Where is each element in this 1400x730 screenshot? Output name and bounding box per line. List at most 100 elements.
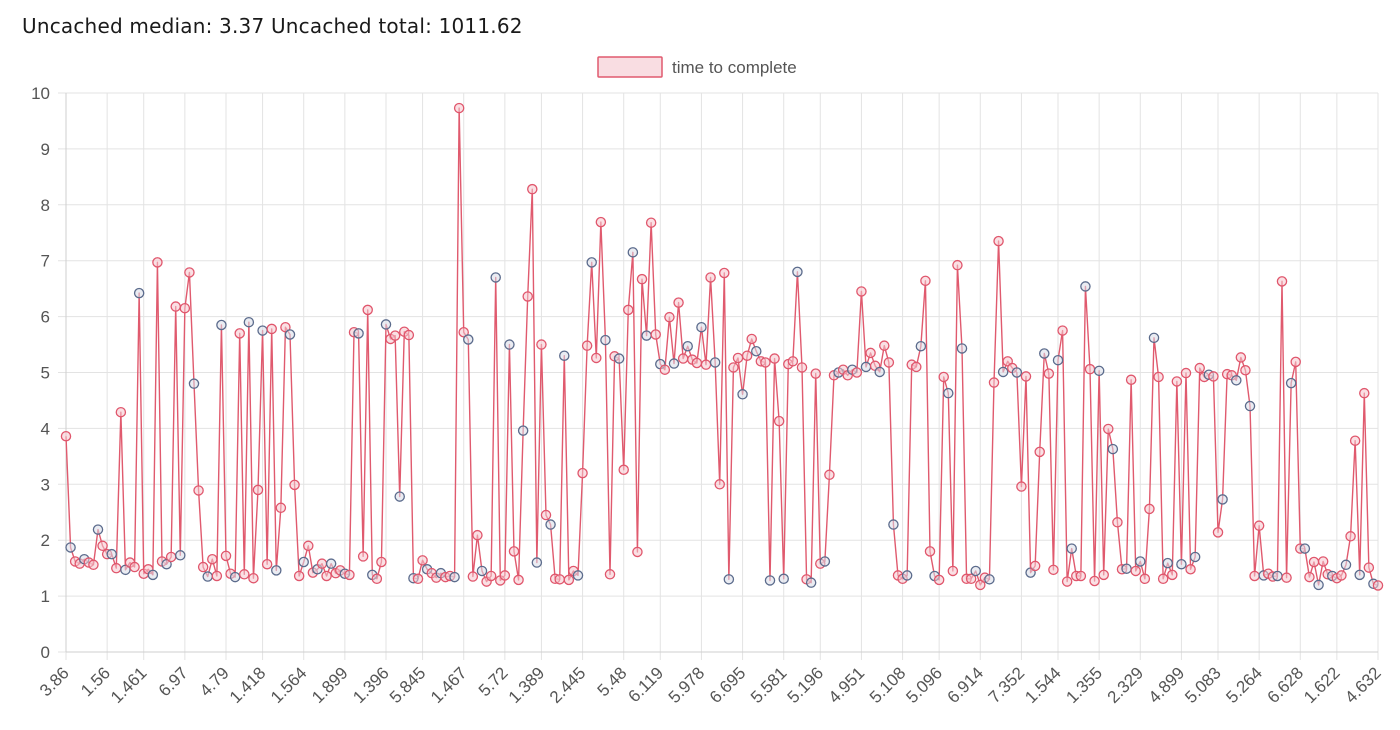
data-point[interactable] (1048, 564, 1059, 576)
data-point[interactable] (879, 340, 890, 351)
data-point[interactable] (988, 377, 1000, 388)
data-point[interactable] (865, 347, 876, 359)
data-point[interactable] (88, 559, 99, 571)
data-point[interactable] (824, 469, 835, 481)
data-point[interactable] (472, 529, 483, 541)
data-point[interactable] (545, 519, 556, 530)
data-point[interactable] (517, 425, 529, 436)
data-point[interactable] (1176, 558, 1187, 570)
data-point[interactable] (778, 573, 789, 585)
data-point[interactable] (1208, 371, 1219, 382)
data-point[interactable] (924, 546, 936, 557)
data-point[interactable] (220, 550, 232, 562)
data-point[interactable] (915, 340, 927, 352)
data-point[interactable] (970, 565, 981, 577)
data-point[interactable] (732, 352, 744, 364)
data-point[interactable] (115, 406, 127, 418)
data-point[interactable] (933, 574, 945, 586)
data-point[interactable] (133, 287, 145, 299)
data-point[interactable] (106, 548, 117, 560)
data-point[interactable] (650, 329, 661, 340)
data-point[interactable] (993, 235, 1004, 247)
data-point[interactable] (746, 333, 757, 345)
data-point[interactable] (417, 555, 428, 566)
data-point[interactable] (627, 247, 639, 258)
data-point[interactable] (1157, 573, 1169, 585)
data-point[interactable] (1089, 575, 1100, 587)
data-point[interactable] (1075, 570, 1087, 582)
data-point[interactable] (485, 570, 497, 582)
data-point[interactable] (920, 275, 931, 287)
data-point[interactable] (92, 524, 104, 535)
data-point[interactable] (1167, 569, 1178, 581)
data-point[interactable] (1244, 400, 1256, 412)
data-point[interactable] (289, 479, 300, 491)
data-point[interactable] (120, 564, 131, 576)
data-point[interactable] (527, 183, 538, 195)
data-point[interactable] (874, 366, 885, 378)
data-point[interactable] (1299, 543, 1311, 554)
data-point[interactable] (111, 562, 122, 574)
data-point[interactable] (202, 571, 213, 582)
data-point[interactable] (271, 565, 282, 576)
data-point[interactable] (280, 321, 291, 333)
data-point[interactable] (668, 358, 680, 369)
data-point[interactable] (636, 273, 648, 285)
data-point[interactable] (673, 297, 684, 308)
data-point[interactable] (1249, 570, 1260, 582)
data-point[interactable] (175, 550, 186, 561)
data-point[interactable] (1057, 325, 1068, 336)
data-point[interactable] (1139, 573, 1151, 585)
data-point[interactable] (458, 327, 469, 338)
data-point[interactable] (1144, 503, 1155, 515)
data-point[interactable] (1130, 565, 1141, 577)
data-point[interactable] (1217, 494, 1228, 505)
data-point[interactable] (65, 542, 76, 553)
data-point[interactable] (325, 558, 337, 569)
data-point[interactable] (508, 546, 520, 557)
legend-swatch[interactable] (597, 56, 663, 78)
data-point[interactable] (1039, 348, 1050, 359)
data-point[interactable] (197, 561, 209, 573)
data-point[interactable] (719, 267, 730, 279)
data-point[interactable] (805, 577, 817, 588)
data-point[interactable] (152, 257, 163, 268)
data-point[interactable] (344, 569, 355, 581)
data-point[interactable] (1016, 481, 1027, 492)
data-point[interactable] (357, 551, 369, 562)
data-point[interactable] (449, 571, 460, 583)
data-point[interactable] (1276, 276, 1288, 287)
data-point[interactable] (1011, 367, 1023, 378)
data-point[interactable] (97, 540, 108, 552)
data-point[interactable] (741, 350, 753, 361)
data-point[interactable] (476, 565, 488, 577)
data-point[interactable] (1290, 356, 1301, 368)
data-point[interactable] (856, 286, 867, 297)
data-point[interactable] (284, 329, 296, 340)
data-point[interactable] (1029, 560, 1041, 572)
data-point[interactable] (184, 267, 195, 278)
data-point[interactable] (129, 561, 140, 573)
data-point[interactable] (773, 415, 785, 427)
data-point[interactable] (522, 291, 533, 302)
data-point[interactable] (851, 367, 863, 378)
data-point[interactable] (728, 362, 739, 373)
data-point[interactable] (997, 366, 1009, 378)
data-point[interactable] (796, 362, 808, 373)
data-point[interactable] (952, 259, 963, 271)
data-point[interactable] (1066, 543, 1077, 554)
data-point[interactable] (1052, 354, 1064, 366)
data-point[interactable] (298, 556, 309, 568)
data-point[interactable] (412, 573, 424, 585)
data-point[interactable] (234, 328, 245, 339)
data-point[interactable] (1084, 363, 1096, 375)
data-point[interactable] (463, 334, 474, 345)
data-point[interactable] (586, 257, 597, 268)
data-point[interactable] (188, 378, 200, 389)
data-point[interactable] (911, 361, 922, 373)
data-point[interactable] (664, 311, 675, 323)
legend-label[interactable]: time to complete (672, 58, 797, 77)
data-point[interactable] (1304, 571, 1315, 583)
data-point[interactable] (394, 491, 405, 502)
data-point[interactable] (696, 321, 707, 333)
